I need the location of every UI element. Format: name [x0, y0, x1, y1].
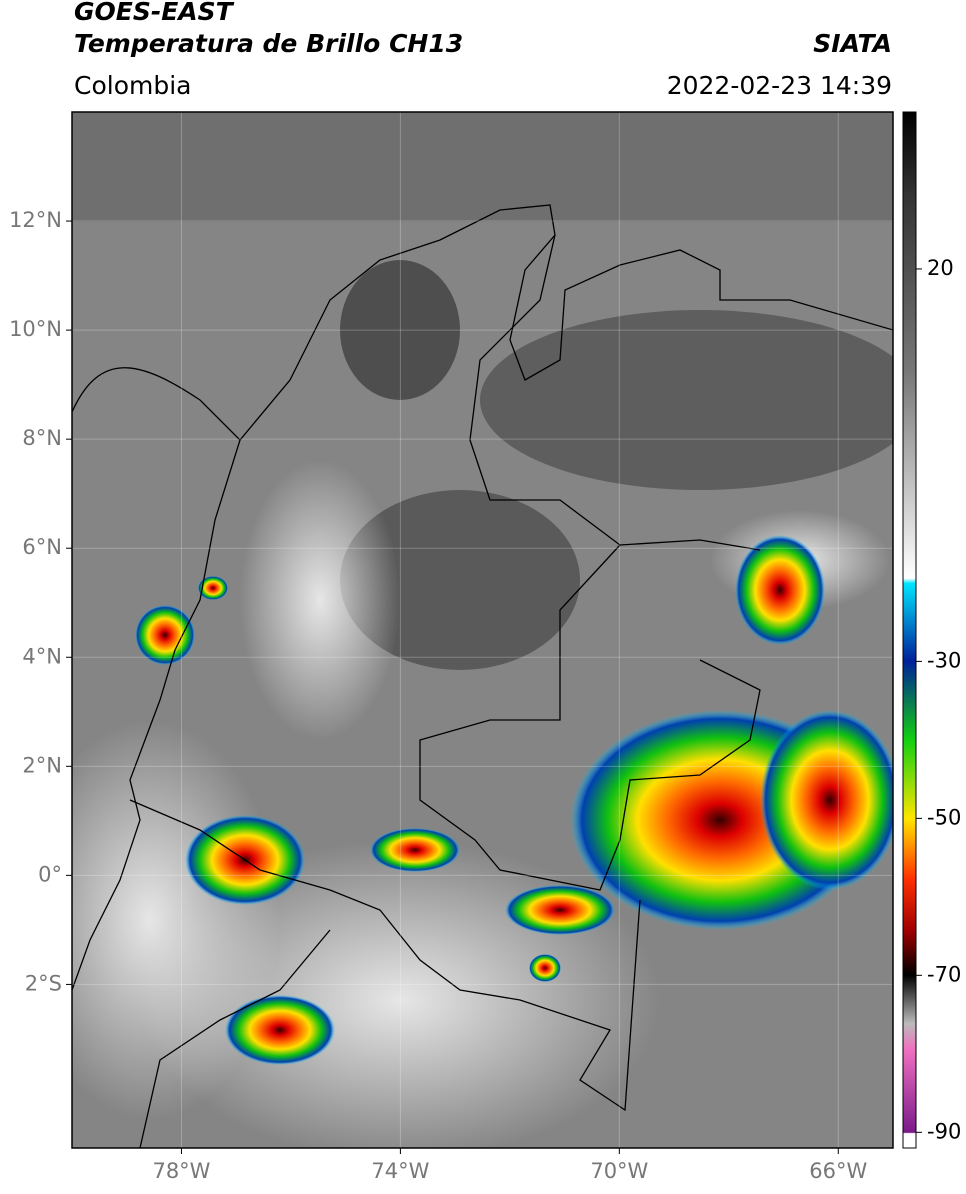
source: SIATA [813, 29, 892, 58]
lon-tick-label: 70°W [590, 1159, 648, 1183]
lat-tick-label: 10°N [9, 317, 62, 341]
border [139, 929, 331, 1148]
lon-tick-label: 74°W [371, 1159, 429, 1183]
convection [225, 995, 335, 1065]
title: GOES-EAST [74, 0, 235, 26]
lat-tick-label: 0° [38, 862, 62, 886]
convection [735, 535, 825, 645]
colorbar [902, 111, 917, 1149]
lat-tick-label: 4°N [22, 644, 62, 668]
lat-tick-label: 8°N [22, 426, 62, 450]
map-image [72, 112, 893, 1148]
lat-tick-label: 2°N [22, 753, 62, 777]
convection [198, 576, 228, 600]
cloud-area [72, 720, 280, 1120]
convection [370, 828, 460, 872]
colorbar-tick-label: -70 [927, 962, 961, 986]
dark-area [340, 260, 460, 400]
coastline [72, 439, 241, 991]
coastlines [72, 204, 893, 1148]
colorbar-tick-label: 20 [927, 256, 954, 280]
coastline [72, 204, 893, 441]
border [419, 544, 761, 891]
dark-area [480, 310, 893, 490]
lon-tick-label: 66°W [809, 1159, 867, 1183]
timestamp: 2022-02-23 14:39 [667, 71, 892, 100]
lat-tick-label: 12°N [9, 208, 62, 232]
convection [135, 605, 195, 665]
convection [529, 954, 561, 982]
map-frame [71, 111, 894, 1149]
lon-tick-label: 78°W [152, 1159, 210, 1183]
sea-area [72, 112, 893, 222]
graticule [72, 112, 893, 1148]
convection [505, 885, 615, 935]
region: Colombia [74, 71, 191, 100]
colorbar-tick-label: -50 [927, 805, 961, 829]
border [469, 234, 761, 551]
border [129, 799, 641, 1112]
cloud-area [240, 460, 400, 740]
lat-tick-label: 2°S [25, 971, 62, 995]
lat-tick-label: 6°N [22, 535, 62, 559]
colorbar-tick-label: -30 [927, 648, 961, 672]
dark-area [340, 490, 580, 670]
subtitle: Temperatura de Brillo CH13 [74, 29, 463, 58]
colorbar-tick-label: -90 [927, 1119, 961, 1143]
convection [760, 710, 893, 890]
